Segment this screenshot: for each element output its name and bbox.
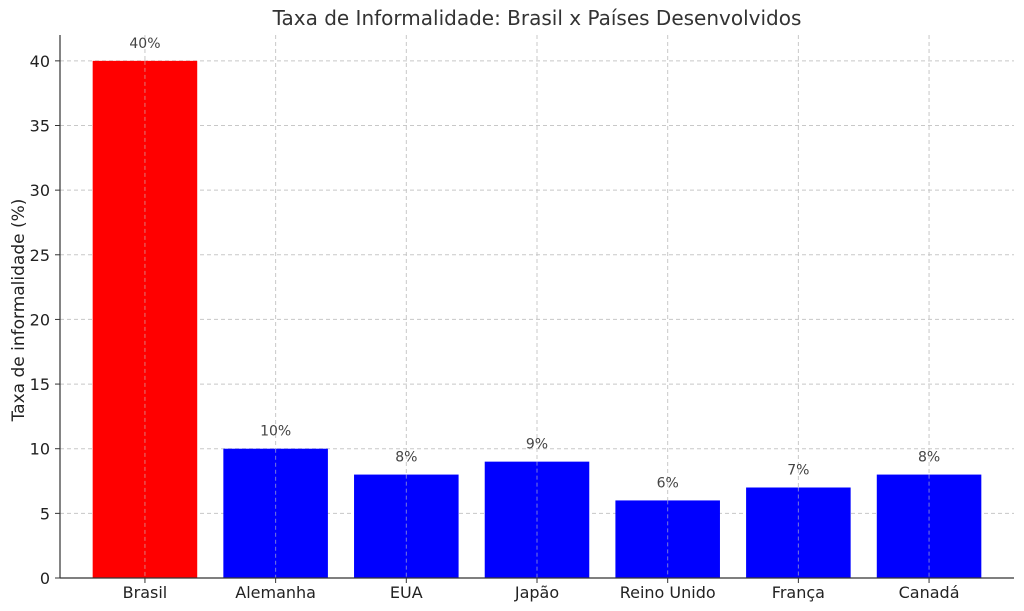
chart-title: Taxa de Informalidade: Brasil x Países D… [272,6,802,30]
x-tick-label: EUA [390,583,423,602]
data-label: 8% [918,450,940,466]
x-tick-label: França [772,583,825,602]
data-label: 7% [787,463,809,479]
x-tick-label: Brasil [123,583,168,602]
data-label: 8% [395,450,417,466]
y-tick-label: 35 [30,117,50,136]
x-tick-label: Alemanha [235,583,316,602]
x-tick-label: Canadá [899,583,960,602]
y-tick-label: 30 [30,181,50,200]
y-tick-label: 0 [40,569,50,588]
data-label: 10% [260,424,291,440]
y-tick-label: 15 [30,375,50,394]
y-tick-label: 10 [30,440,50,459]
data-label: 40% [129,36,160,52]
y-tick-label: 40 [30,52,50,71]
data-label: 9% [526,437,548,453]
labels: 0 5 10 15 20 25 30 35 40 Brasil Alemanha EUA Japão Re… [30,36,960,602]
y-tick-label: 25 [30,246,50,265]
x-tick-label: Japão [514,583,559,602]
y-axis-label: Taxa de informalidade (%) [9,199,29,423]
y-tick-label: 5 [40,504,50,523]
bars [92,60,982,579]
data-label: 6% [657,475,679,491]
y-tick-label: 20 [30,310,50,329]
x-tick-label: Reino Unido [620,583,716,602]
axes [55,35,1014,583]
